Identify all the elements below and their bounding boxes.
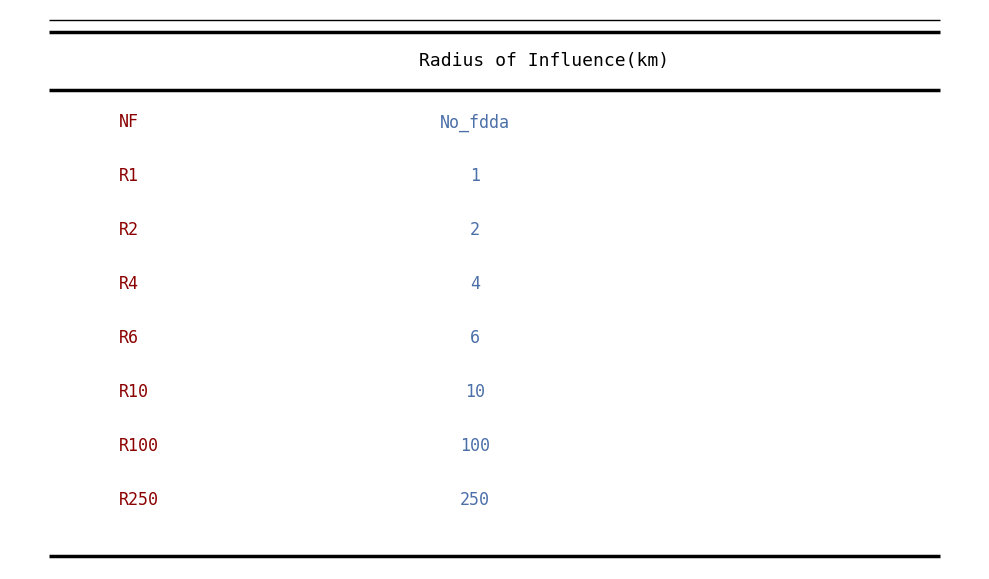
Text: 6: 6 xyxy=(470,329,480,347)
Text: 1: 1 xyxy=(470,167,480,185)
Text: 4: 4 xyxy=(470,275,480,293)
Text: R4: R4 xyxy=(119,275,138,293)
Text: R1: R1 xyxy=(119,167,138,185)
Text: No_fdda: No_fdda xyxy=(440,113,509,131)
Text: R10: R10 xyxy=(119,383,148,401)
Text: 10: 10 xyxy=(465,383,485,401)
Text: R6: R6 xyxy=(119,329,138,347)
Text: 2: 2 xyxy=(470,221,480,239)
Text: 250: 250 xyxy=(460,491,490,509)
Text: R2: R2 xyxy=(119,221,138,239)
Text: R100: R100 xyxy=(119,437,158,455)
Text: NF: NF xyxy=(119,113,138,131)
Text: 100: 100 xyxy=(460,437,490,455)
Text: R250: R250 xyxy=(119,491,158,509)
Text: Radius of Influence(km): Radius of Influence(km) xyxy=(419,52,669,70)
